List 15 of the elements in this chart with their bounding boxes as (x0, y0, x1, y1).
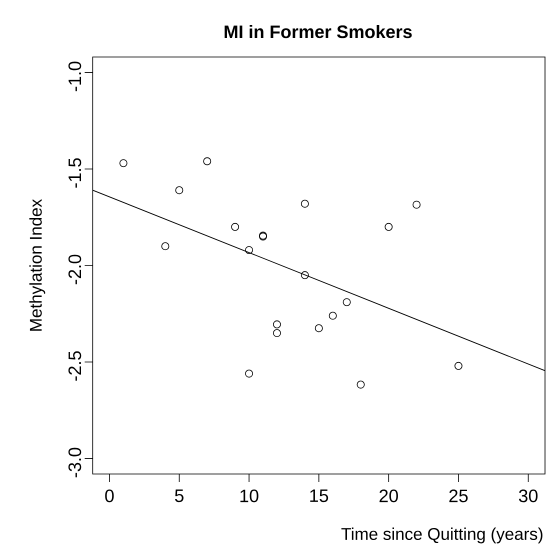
x-tick-label: 0 (105, 490, 114, 502)
chart-title: MI in Former Smokers (224, 24, 412, 38)
x-tick-label: 30 (518, 490, 538, 502)
x-tick-label: 25 (449, 490, 468, 502)
y-tick-label: -2.0 (68, 254, 82, 284)
x-tick-label: 5 (174, 490, 184, 502)
x-tick-label: 20 (380, 490, 398, 502)
y-tick-label: -1.0 (68, 62, 82, 92)
y-tick-label: -1.5 (68, 158, 82, 188)
y-tick-label: -2.5 (68, 351, 82, 381)
y-tick-label: -3.0 (68, 448, 82, 478)
x-tick-label: 15 (310, 490, 328, 502)
x-axis-title: Time since Quitting (years) (341, 528, 542, 544)
y-axis-title: Methylation Index (29, 199, 46, 331)
x-tick-label: 10 (240, 490, 258, 502)
